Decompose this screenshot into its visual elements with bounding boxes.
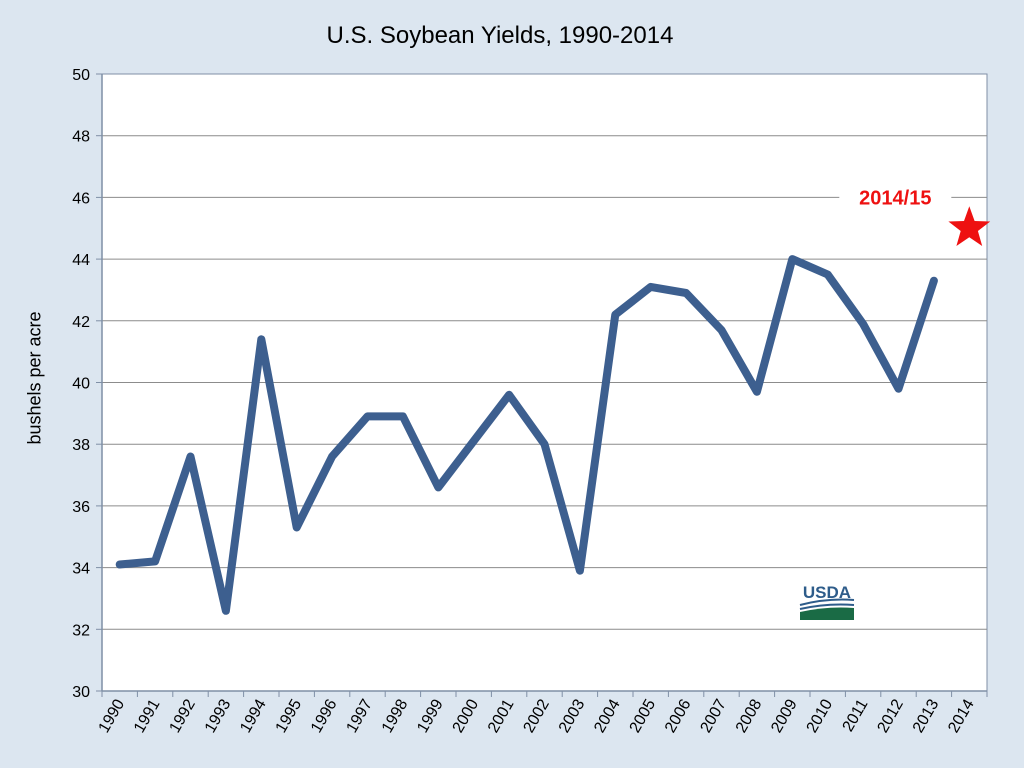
data-point [930, 277, 937, 284]
x-tick-label: 2007 [697, 696, 730, 735]
data-point [647, 283, 654, 290]
x-tick-label: 1995 [273, 696, 306, 735]
y-tick-label: 40 [72, 376, 90, 393]
x-tick-label: 1994 [237, 696, 270, 735]
y-tick-label: 38 [72, 437, 90, 454]
data-point [718, 327, 725, 334]
data-point [187, 453, 194, 460]
x-tick-label: 2003 [556, 696, 589, 735]
data-point [399, 413, 406, 420]
axes [101, 74, 988, 697]
annotation-label: 2014/15 [859, 187, 931, 209]
x-tick-label: 2014 [945, 696, 978, 735]
x-tick-label: 1997 [343, 696, 376, 735]
star-marker [948, 206, 991, 246]
x-tick-label: 1998 [379, 696, 412, 735]
y-tick-label: 48 [72, 129, 90, 146]
x-tick-label: 2006 [662, 696, 695, 735]
data-point [683, 290, 690, 297]
y-tick-label: 36 [72, 499, 90, 516]
series-line [115, 255, 938, 615]
y-tick-labels: 30 32 34 36 38 40 42 44 46 48 50 [72, 67, 90, 701]
data-point [789, 256, 796, 263]
data-point [258, 336, 265, 343]
x-tick-label: 2011 [840, 696, 872, 734]
annotation-label-bg [839, 183, 952, 212]
x-tick-label: 2002 [520, 696, 553, 735]
data-point [329, 453, 336, 460]
x-tick-label: 2004 [591, 696, 624, 735]
x-tick-label: 2008 [733, 696, 766, 735]
data-point [895, 385, 902, 392]
y-tick-label: 32 [72, 622, 90, 639]
data-point [541, 441, 548, 448]
x-tick-label: 1999 [414, 696, 447, 735]
data-point [435, 484, 442, 491]
x-tick-label: 2009 [768, 696, 801, 735]
data-point [753, 388, 760, 395]
x-tick-label: 1991 [131, 696, 164, 735]
y-tick-label: 30 [72, 684, 90, 701]
data-point [470, 438, 477, 445]
x-tick-labels: 1990 1991 1992 1993 1994 1995 1996 1997 1998 1999… [96, 696, 978, 735]
usda-logo-swoosh-1 [799, 598, 855, 606]
usda-logo-swoosh-2 [799, 603, 855, 610]
data-point [860, 320, 867, 327]
x-tick-label: 2013 [910, 696, 943, 735]
y-tick-label: 50 [72, 67, 90, 84]
data-point [612, 311, 619, 318]
data-point [506, 391, 513, 398]
y-tick-label: 42 [72, 314, 90, 331]
usda-logo-field [800, 607, 854, 620]
usda-logo-text: USDA [803, 583, 851, 602]
x-tick-label: 1993 [202, 696, 235, 735]
x-tick-label: 2001 [485, 696, 518, 735]
y-tick-label: 46 [72, 190, 90, 207]
series-line-group [115, 255, 938, 615]
x-tick-label: 2010 [804, 696, 837, 735]
y-tick-label: 34 [72, 561, 90, 578]
x-tick-label: 1992 [166, 696, 199, 735]
data-point [824, 271, 831, 278]
x-tick-label: 2012 [874, 696, 907, 735]
data-point [222, 607, 229, 614]
y-tick-label: 44 [72, 252, 90, 269]
data-point [116, 561, 123, 568]
data-point [152, 558, 159, 565]
annotation-group: 2014/15 [839, 183, 991, 246]
x-tick-label: 2000 [450, 696, 483, 735]
data-point [293, 524, 300, 531]
chart-title: U.S. Soybean Yields, 1990-2014 [326, 22, 674, 49]
x-tick-label: 1990 [96, 696, 129, 735]
usda-logo: USDA [799, 583, 855, 620]
x-tick-label: 1996 [308, 696, 341, 735]
data-point [576, 567, 583, 574]
data-point [364, 413, 371, 420]
x-tick-label: 2005 [627, 696, 660, 735]
